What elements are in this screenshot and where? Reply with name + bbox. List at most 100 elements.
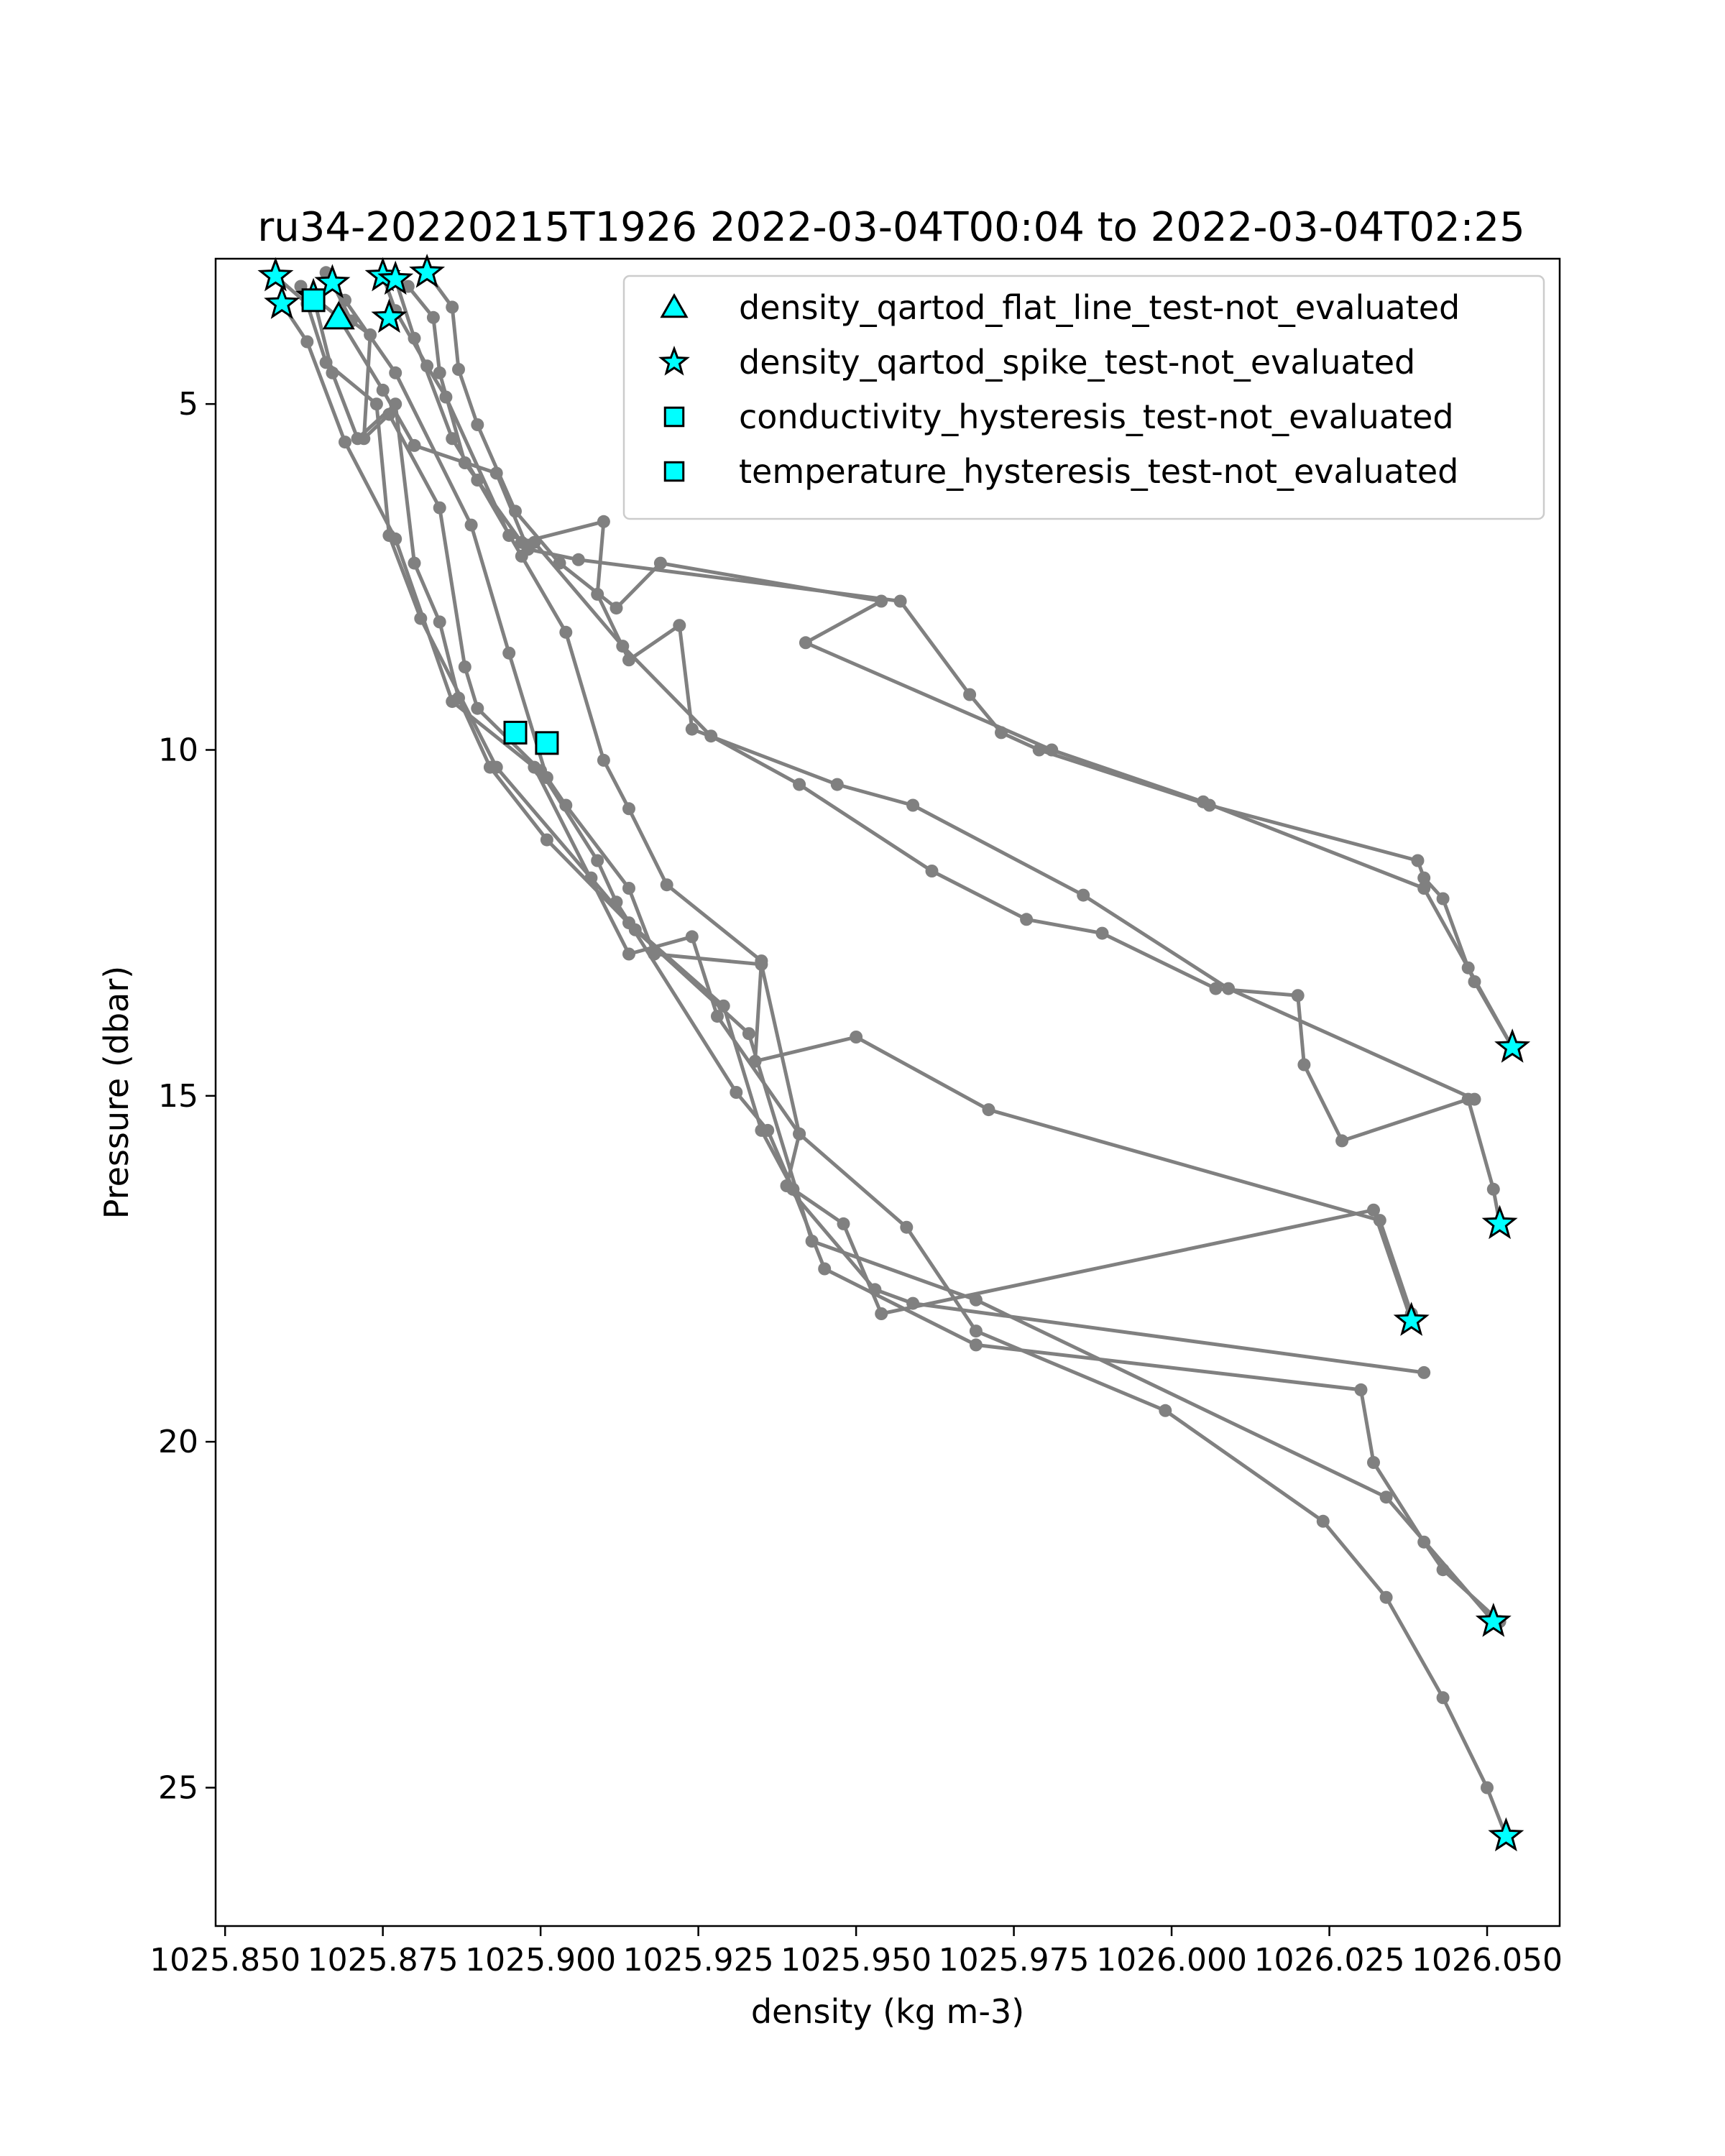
flag-marker-star: [409, 253, 446, 288]
x-axis-title: density (kg m-3): [751, 1992, 1024, 2031]
profile-point: [408, 438, 421, 452]
profile-point: [446, 300, 459, 314]
profile-point: [376, 383, 390, 397]
profile-point: [893, 594, 907, 608]
profile-point: [509, 505, 522, 518]
profile-point: [730, 1086, 743, 1099]
x-tick-label: 1025.875: [308, 1942, 459, 1978]
profile-lines: [269, 266, 1519, 1843]
legend-label: conductivity_hysteresis_test-not_evaluat…: [739, 397, 1454, 436]
profile-line: [299, 285, 1514, 1049]
y-tick-label: 20: [158, 1424, 198, 1460]
profile-point: [559, 625, 573, 639]
profile-point: [610, 895, 623, 909]
legend-marker-square: [663, 406, 685, 428]
profile-point: [799, 636, 812, 650]
flag-marker-star: [1488, 1817, 1524, 1852]
profile-point: [597, 515, 610, 528]
profile-point: [540, 833, 553, 847]
profile-point: [1481, 1781, 1494, 1795]
profile-point: [1417, 882, 1431, 895]
y-tick-label: 25: [158, 1769, 198, 1806]
profile-point: [471, 418, 484, 431]
profile-point: [805, 1235, 819, 1248]
profile-point: [755, 954, 768, 968]
profile-point: [1291, 989, 1305, 1003]
legend-entry: conductivity_hysteresis_test-not_evaluat…: [663, 397, 1454, 436]
profile-point: [1335, 1134, 1349, 1148]
profile-point: [1468, 1092, 1481, 1106]
profile-point: [868, 1283, 882, 1296]
profile-point: [963, 688, 977, 701]
y-tick-label: 15: [158, 1078, 198, 1115]
profile-point: [408, 331, 421, 345]
profile-point: [673, 619, 686, 632]
profile-point: [1379, 1590, 1393, 1604]
profile-point: [369, 397, 383, 411]
x-tick-label: 1026.025: [1254, 1942, 1405, 1978]
y-tick-label: 5: [178, 386, 198, 423]
profile-point: [1095, 926, 1109, 940]
profile-line: [280, 302, 1508, 1838]
profile-point: [653, 556, 667, 570]
y-axis: 5 10 15 20 25: [158, 386, 216, 1806]
profile-point: [685, 930, 699, 944]
profile-point: [969, 1325, 983, 1338]
flag-marker-star: [371, 298, 408, 333]
profile-point: [591, 854, 604, 867]
profile-point: [969, 1293, 983, 1307]
profile-point: [875, 1307, 888, 1320]
profile-point: [357, 432, 371, 446]
legend-entry: temperature_hysteresis_test-not_evaluate…: [663, 452, 1458, 491]
profile-point: [433, 615, 446, 629]
legend-marker-star: [658, 346, 690, 376]
profile-point: [1373, 1214, 1386, 1227]
profile-point: [515, 549, 528, 563]
legend-label: density_qartod_flat_line_test-not_evalua…: [739, 288, 1460, 327]
plot-frame: [214, 257, 1561, 1927]
profile-point: [622, 947, 635, 961]
x-tick-label: 1025.900: [465, 1942, 616, 1978]
profile-point: [906, 798, 920, 812]
profile-point: [837, 1217, 850, 1230]
profile-point: [925, 865, 939, 877]
flag-marker-star: [377, 260, 414, 295]
profile-point: [483, 760, 497, 774]
profile-point: [906, 1296, 920, 1310]
profile-point: [339, 436, 351, 449]
profile-point: [1020, 913, 1034, 926]
profile-point: [502, 646, 516, 660]
x-tick-label: 1025.950: [781, 1942, 932, 1978]
profile-point: [1379, 1491, 1393, 1504]
profile-point: [1417, 871, 1431, 885]
profile-point: [464, 518, 478, 532]
profile-series-4: [326, 276, 1418, 1327]
legend-entry: density_qartod_spike_test-not_evaluated: [658, 343, 1415, 382]
legend-marker-triangle: [660, 292, 689, 318]
profile-point: [793, 1127, 806, 1141]
profile-point: [748, 1054, 762, 1068]
flag-marker-star: [1481, 1204, 1518, 1240]
profile-point: [685, 722, 699, 736]
profile-point: [1367, 1203, 1380, 1217]
profile-point: [452, 691, 465, 705]
profile-point: [648, 947, 661, 961]
chart-legend: density_qartod_flat_line_test-not_evalua…: [622, 275, 1545, 520]
profile-point: [793, 778, 806, 791]
x-tick-label: 1026.000: [1096, 1942, 1247, 1978]
profile-point: [1045, 743, 1059, 757]
profile-point: [875, 594, 888, 608]
profile-point: [458, 660, 472, 673]
profile-point: [1367, 1456, 1380, 1469]
profile-point: [660, 878, 673, 892]
flag-marker-star: [1393, 1302, 1430, 1336]
x-tick-label: 1025.925: [623, 1942, 774, 1978]
profile-point: [433, 366, 446, 379]
x-tick-label: 1025.850: [150, 1942, 300, 1978]
profile-point: [300, 335, 314, 349]
y-axis-title: Pressure (dbar): [97, 966, 136, 1219]
profile-point: [711, 1010, 724, 1023]
profile-point: [761, 1123, 775, 1137]
profile-point: [559, 798, 573, 812]
